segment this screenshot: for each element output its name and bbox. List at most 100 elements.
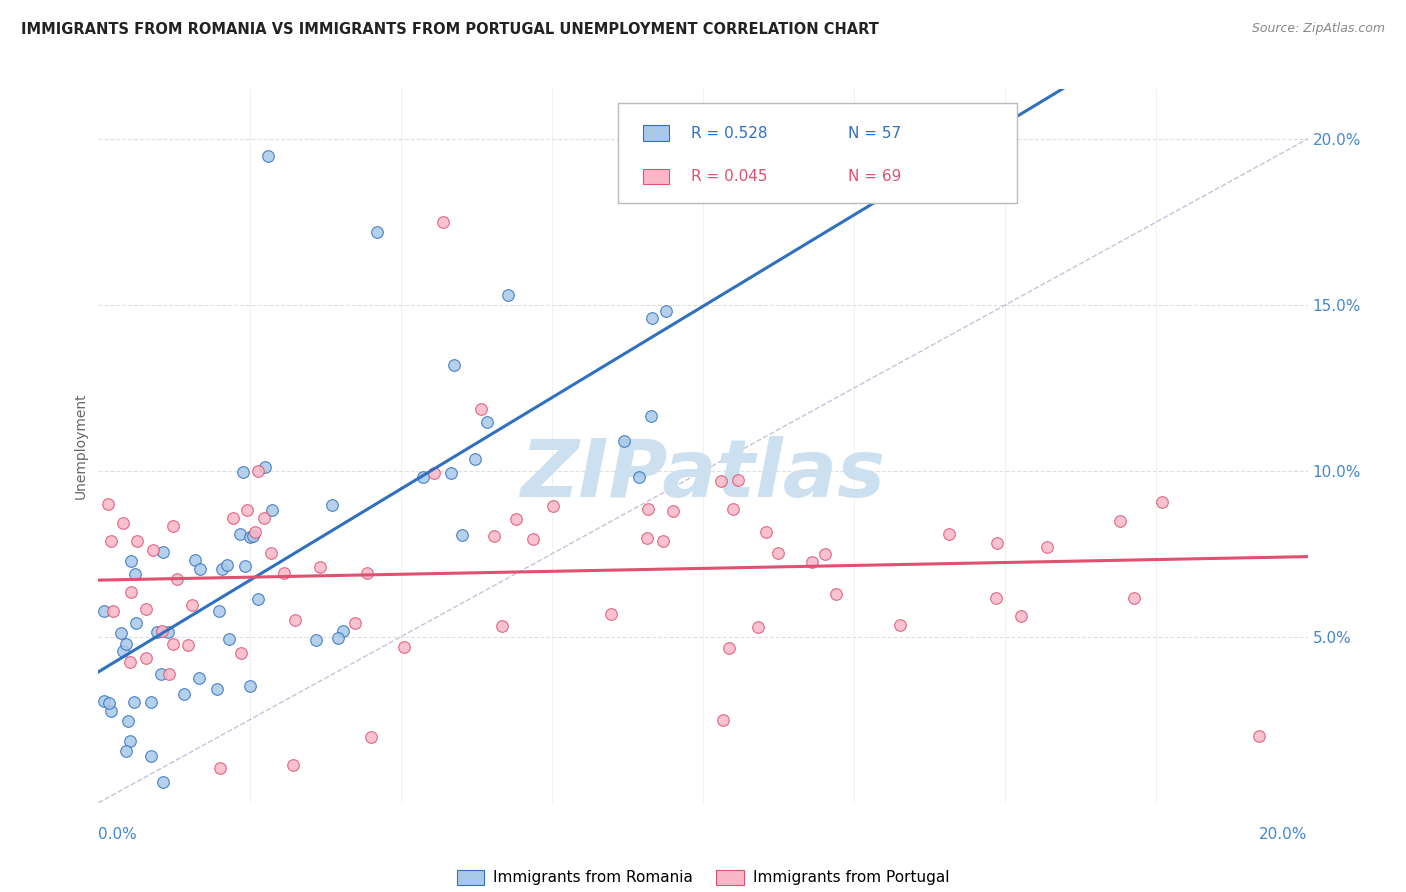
Point <box>112 516 135 530</box>
Point <box>162 636 184 650</box>
Point <box>100 704 122 718</box>
Point <box>392 640 415 654</box>
FancyBboxPatch shape <box>619 103 1018 203</box>
Point <box>207 682 229 697</box>
FancyBboxPatch shape <box>643 169 669 185</box>
Point <box>412 469 434 483</box>
Point <box>162 519 184 533</box>
Y-axis label: Unemployment: Unemployment <box>73 392 87 500</box>
Point <box>100 534 122 549</box>
Point <box>110 626 132 640</box>
Point <box>112 644 135 658</box>
Point <box>321 498 343 512</box>
Point <box>142 543 165 558</box>
Point <box>443 358 465 372</box>
Point <box>984 591 1007 606</box>
Point <box>328 632 350 646</box>
Point <box>166 572 188 586</box>
Point <box>1036 541 1059 555</box>
Point <box>229 646 252 660</box>
Text: N = 57: N = 57 <box>848 126 901 141</box>
Point <box>247 464 270 478</box>
Point <box>184 552 207 566</box>
Point <box>157 667 180 681</box>
Point <box>281 758 304 772</box>
Point <box>243 525 266 540</box>
Point <box>260 546 283 560</box>
Point <box>451 527 474 541</box>
Point <box>710 475 733 489</box>
Point <box>173 687 195 701</box>
Point <box>242 529 264 543</box>
Point <box>124 616 146 631</box>
Point <box>115 743 138 757</box>
Point <box>229 527 252 541</box>
Point <box>1152 495 1174 509</box>
Legend: Immigrants from Romania, Immigrants from Portugal: Immigrants from Romania, Immigrants from… <box>450 863 956 891</box>
Point <box>755 524 778 539</box>
Point <box>440 466 463 480</box>
Text: N = 69: N = 69 <box>848 169 901 184</box>
Text: 20.0%: 20.0% <box>1260 827 1308 841</box>
Point <box>423 466 446 480</box>
Point <box>157 624 180 639</box>
Point <box>273 566 295 580</box>
Point <box>505 512 527 526</box>
Point <box>308 559 330 574</box>
Point <box>120 554 142 568</box>
Point <box>118 655 141 669</box>
Point <box>124 566 146 581</box>
Point <box>232 465 254 479</box>
Point <box>652 534 675 549</box>
Point <box>117 714 139 728</box>
Point <box>135 651 157 665</box>
Point <box>727 473 749 487</box>
Point <box>366 225 388 239</box>
Point <box>1122 591 1144 605</box>
Point <box>641 311 664 326</box>
Point <box>118 734 141 748</box>
Point <box>124 695 146 709</box>
Point <box>613 434 636 449</box>
Point <box>627 470 650 484</box>
Point <box>662 504 685 518</box>
Point <box>103 604 125 618</box>
Point <box>152 545 174 559</box>
Point <box>246 592 269 607</box>
Point <box>177 638 200 652</box>
Point <box>93 604 115 618</box>
Point <box>332 624 354 639</box>
Point <box>801 555 824 569</box>
Point <box>262 503 284 517</box>
Text: ZIPatlas: ZIPatlas <box>520 435 886 514</box>
Point <box>723 501 745 516</box>
Point <box>541 499 564 513</box>
Point <box>239 530 262 544</box>
Point <box>491 619 513 633</box>
Point <box>356 566 378 580</box>
Point <box>146 624 169 639</box>
Point <box>188 562 211 576</box>
Point <box>253 511 276 525</box>
Text: Source: ZipAtlas.com: Source: ZipAtlas.com <box>1251 22 1385 36</box>
Point <box>180 598 202 612</box>
Point <box>640 409 662 424</box>
Point <box>97 497 120 511</box>
Point <box>747 620 769 634</box>
Point <box>637 501 659 516</box>
Text: 0.0%: 0.0% <box>98 827 138 841</box>
Point <box>475 415 498 429</box>
Point <box>432 215 454 229</box>
Point <box>233 558 256 573</box>
Point <box>718 640 741 655</box>
Point <box>360 730 382 744</box>
Point <box>150 624 173 639</box>
Point <box>93 694 115 708</box>
Point <box>208 604 231 618</box>
Point <box>187 672 209 686</box>
Point <box>120 585 142 599</box>
Point <box>986 536 1008 550</box>
Point <box>343 615 366 630</box>
Point <box>208 761 231 775</box>
Point <box>464 452 486 467</box>
